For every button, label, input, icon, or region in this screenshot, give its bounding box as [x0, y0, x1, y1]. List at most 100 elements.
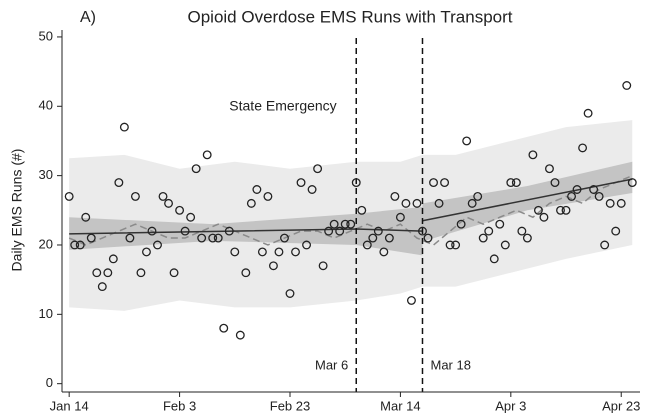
point [186, 212, 196, 222]
point [241, 268, 251, 278]
annotation: State Emergency [229, 98, 336, 114]
point [578, 143, 588, 153]
y-tick-label: 10 [39, 306, 53, 321]
point [340, 219, 350, 229]
point [456, 219, 466, 229]
point [324, 226, 334, 236]
point [511, 178, 521, 188]
point [136, 268, 146, 278]
point [346, 219, 356, 229]
point [605, 198, 615, 208]
y-axis-label: Daily EMS Runs (#) [9, 149, 25, 272]
point [119, 122, 129, 132]
point [567, 191, 576, 201]
y-tick-label: 50 [39, 28, 53, 43]
point [108, 254, 118, 264]
point [473, 191, 483, 201]
event-label: Mar 18 [430, 357, 470, 372]
point [506, 178, 516, 188]
point [545, 164, 554, 174]
chart-title: Opioid Overdose EMS Runs with Transport [187, 7, 512, 26]
point [97, 282, 107, 292]
point [230, 247, 240, 257]
point [622, 81, 632, 90]
point [550, 178, 560, 188]
x-tick-label: Apr 23 [602, 398, 640, 413]
point [86, 233, 96, 243]
point [285, 289, 295, 298]
point [75, 240, 85, 250]
point [589, 185, 599, 194]
point [434, 198, 444, 208]
point [572, 185, 582, 194]
point [423, 233, 433, 243]
point [533, 205, 543, 215]
point [257, 247, 267, 257]
point [522, 233, 532, 243]
point [318, 261, 328, 271]
point [390, 191, 400, 201]
point [92, 268, 102, 278]
point [600, 240, 610, 250]
point [153, 240, 162, 250]
x-tick-label: Apr 3 [495, 398, 526, 413]
point [357, 205, 367, 215]
point [445, 240, 455, 250]
point [268, 261, 278, 271]
point [462, 136, 472, 146]
point [191, 164, 201, 174]
point [329, 219, 339, 229]
point [252, 185, 262, 194]
point [114, 178, 124, 188]
point [103, 268, 113, 278]
point [263, 191, 273, 201]
x-tick-label: Jan 14 [50, 398, 89, 413]
point [313, 164, 323, 174]
point [495, 219, 505, 229]
point [451, 240, 461, 250]
y-tick-label: 0 [46, 375, 53, 390]
point [539, 212, 549, 222]
point [379, 247, 389, 257]
point [213, 233, 223, 243]
y-tick-label: 40 [39, 98, 53, 113]
point [307, 185, 317, 194]
point [440, 178, 450, 188]
point [594, 191, 604, 201]
point [164, 198, 173, 208]
point [561, 205, 571, 215]
point [556, 205, 565, 215]
point [169, 268, 179, 278]
point [368, 233, 378, 243]
point [627, 178, 637, 188]
point [489, 254, 499, 264]
point [467, 198, 477, 208]
point [616, 198, 626, 208]
point [500, 240, 510, 250]
point [302, 240, 312, 250]
confidence-band [422, 161, 633, 242]
point [351, 178, 361, 188]
x-tick-label: Feb 3 [163, 398, 196, 413]
point [384, 233, 394, 243]
x-tick-label: Mar 14 [380, 398, 420, 413]
point [175, 205, 185, 215]
point [202, 150, 212, 160]
point [197, 233, 207, 243]
point [130, 191, 140, 201]
point [373, 226, 383, 236]
point [142, 247, 151, 257]
point [611, 226, 621, 236]
point [528, 150, 538, 160]
y-tick-label: 20 [39, 236, 53, 251]
point [406, 296, 416, 305]
point [412, 198, 422, 208]
point [219, 323, 229, 333]
point [395, 212, 405, 222]
point [235, 330, 245, 340]
point [418, 226, 427, 236]
y-tick-label: 30 [39, 167, 53, 182]
point [484, 226, 494, 236]
point [401, 198, 411, 208]
